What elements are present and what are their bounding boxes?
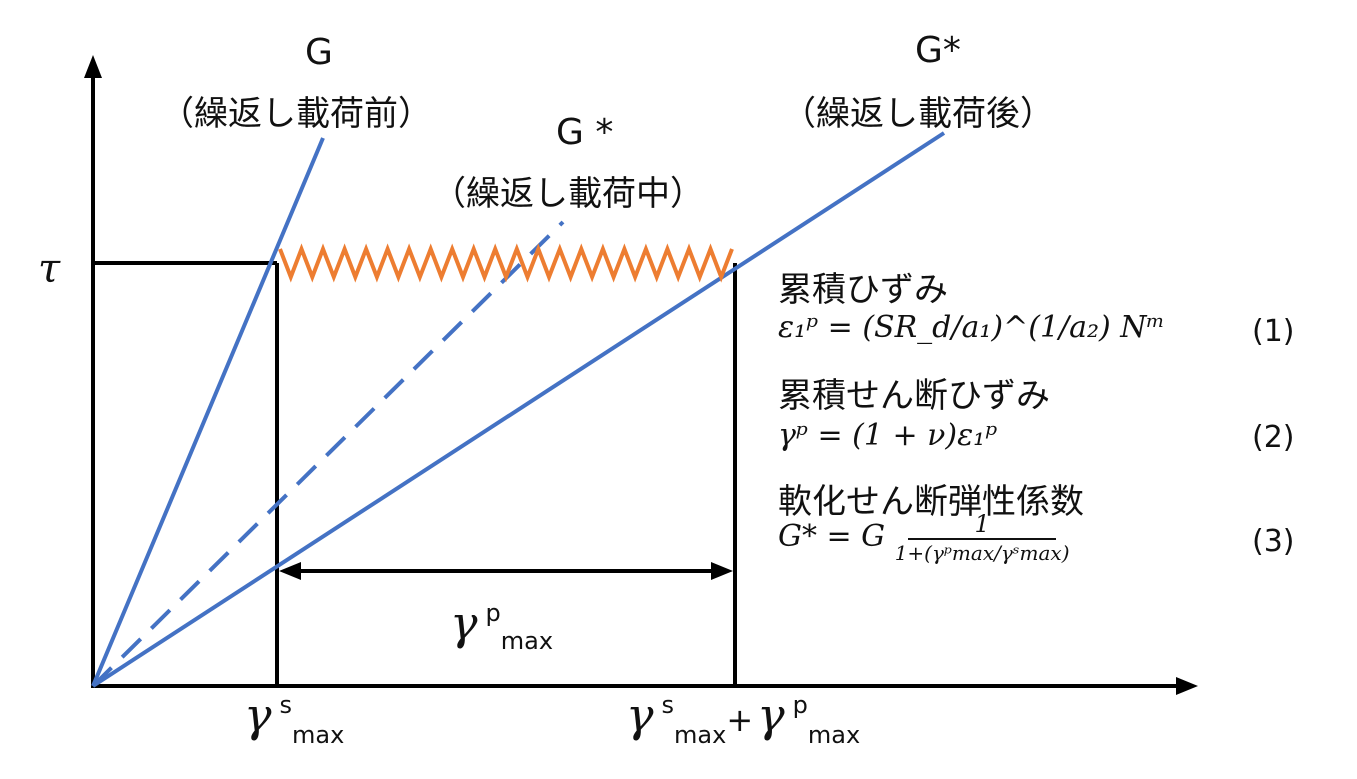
gamma-s-max-tick-label: γ smax — [244, 688, 345, 749]
dimension-arrow-right — [711, 562, 733, 580]
gamma-sum-tick-label: γ smax+γ pmax — [626, 688, 861, 749]
eq3-heading: 軟化せん断弾性係数 — [778, 482, 1084, 522]
y-axis-arrow — [84, 55, 102, 78]
g-during-caption: （繰返し載荷中） — [432, 174, 704, 214]
eq1-formula: ε₁ᵖ = (SR_d/a₁)^(1/a₂) Nᵐ — [778, 310, 1165, 345]
eq3-fraction: 1 1+(γᵖmax/γˢmax) — [894, 510, 1070, 565]
g-during-line — [91, 220, 565, 688]
g-before-label: G — [305, 32, 333, 73]
g-during-label: G * — [556, 112, 614, 153]
eq3-number: (3) — [1252, 524, 1295, 559]
eq2-formula: γᵖ = (1 + ν)ε₁ᵖ — [778, 418, 998, 453]
g-after-label: G* — [915, 30, 961, 71]
x-axis-arrow — [1176, 677, 1198, 695]
dimension-arrow-left — [279, 562, 301, 580]
g-after-caption: （繰返し載荷後） — [782, 94, 1054, 134]
g-after-line — [91, 131, 946, 688]
g-before-line — [91, 137, 325, 687]
eq2-heading: 累積せん断ひずみ — [778, 376, 1050, 416]
tau-label: τ — [38, 246, 61, 292]
cyclic-loading-wave — [278, 243, 734, 283]
eq1-number: (1) — [1252, 314, 1295, 349]
eq2-number: (2) — [1252, 420, 1295, 455]
eq1-heading: 累積ひずみ — [778, 270, 948, 310]
gamma-p-max-label: γ pmax — [450, 596, 554, 655]
g-before-caption: （繰返し載荷前） — [160, 94, 432, 134]
eq3-formula: G* = G 1 1+(γᵖmax/γˢmax) — [778, 510, 1070, 565]
